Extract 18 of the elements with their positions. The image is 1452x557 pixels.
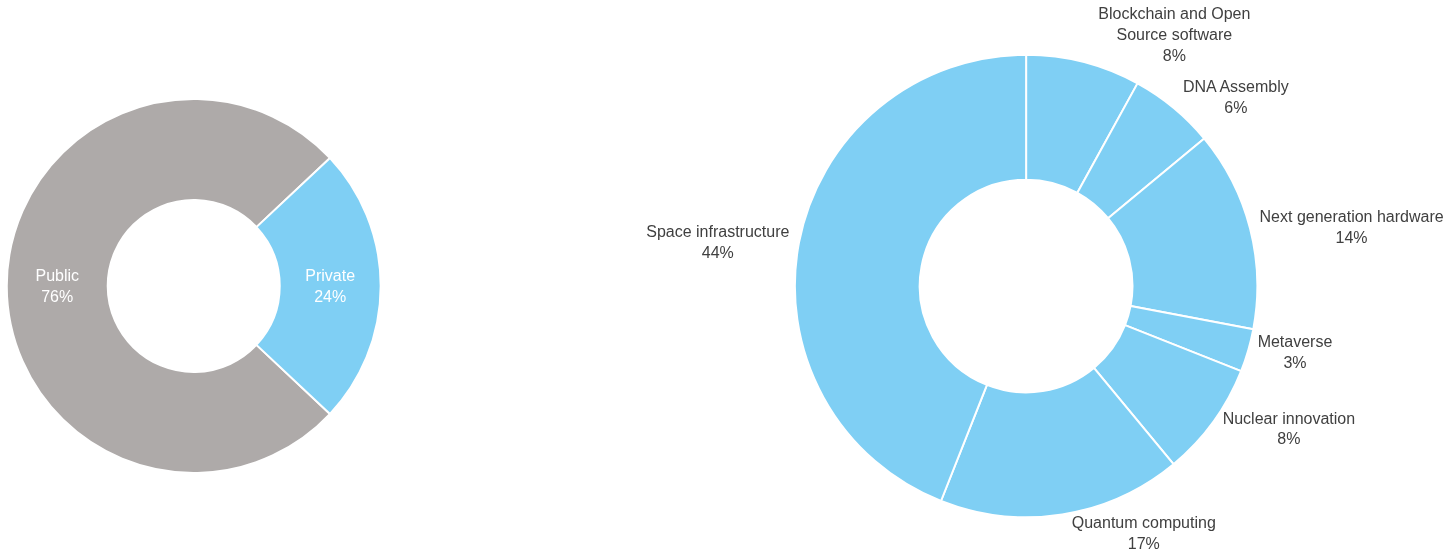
- slice-label: Public: [35, 267, 80, 285]
- slice-label: Private: [305, 267, 356, 285]
- slice-label: Blockchain and Open Source software: [1098, 5, 1251, 44]
- data-label: 3%: [1283, 353, 1307, 371]
- data-label: 14%: [1335, 229, 1368, 247]
- data-label: 8%: [1162, 46, 1186, 64]
- data-label: 6%: [1224, 98, 1248, 116]
- slice-label: Next generation hardware: [1259, 208, 1444, 226]
- slice-label: DNA Assembly: [1182, 77, 1289, 95]
- slice-label: Space infrastructure: [646, 223, 790, 241]
- data-label: 17%: [1127, 534, 1160, 552]
- data-label: 76%: [41, 287, 74, 305]
- slice-label: Quantum computing: [1071, 513, 1216, 531]
- data-label: 44%: [701, 243, 734, 261]
- data-label: 8%: [1277, 430, 1301, 448]
- slice-label: Nuclear innovation: [1222, 409, 1356, 427]
- data-label: 24%: [314, 287, 347, 305]
- slice-label: Metaverse: [1257, 333, 1333, 351]
